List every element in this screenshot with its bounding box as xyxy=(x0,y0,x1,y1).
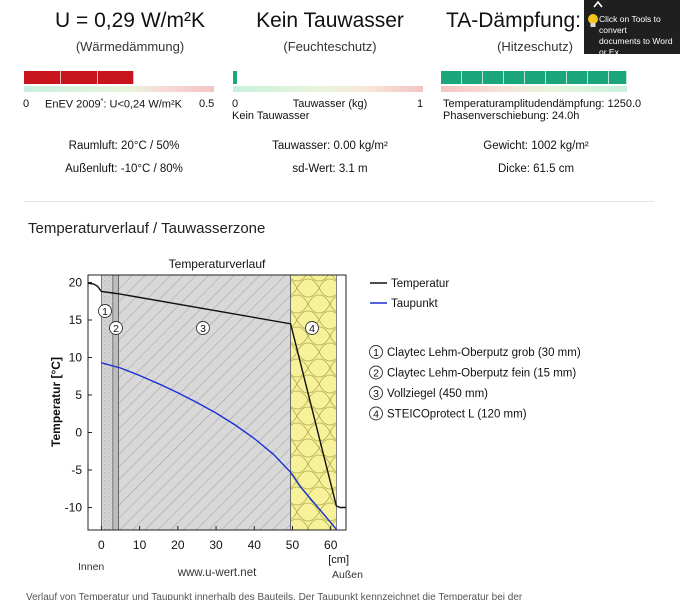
x-tick-label: 60 xyxy=(324,538,338,552)
u-scale-left: 0 xyxy=(23,98,30,110)
layer-3 xyxy=(118,275,291,530)
tauwasser-title: Kein Tauwasser xyxy=(256,9,404,32)
x-tick-label: 50 xyxy=(286,538,300,552)
phase-text: Phasenverschiebung: 24.0h xyxy=(443,110,580,122)
legend-layer-number: 4 xyxy=(373,409,379,421)
raumluft-text: Raumluft: 20°C / 50% xyxy=(68,140,180,152)
legend-layer-name: Claytec Lehm-Oberputz grob (30 mm) xyxy=(387,347,581,359)
legend-layer-marker-3 xyxy=(369,386,383,400)
tauwasser-bar xyxy=(233,71,237,84)
layer-marker-label: 4 xyxy=(309,323,315,335)
y-tick-label: 10 xyxy=(69,351,83,365)
u-scale-right: 0.5 xyxy=(199,98,215,110)
sd-value: sd-Wert: 3.1 m xyxy=(292,163,368,175)
tauwasser-subtitle: (Feuchteschutz) xyxy=(283,39,377,54)
layer-marker-1 xyxy=(98,304,112,318)
tw-scale-left: 0 xyxy=(232,98,239,110)
x-tick-label: 20 xyxy=(171,538,185,552)
tauwasser-scale-gradient xyxy=(233,86,423,92)
legend-label-temperatur: Temperatur xyxy=(391,278,449,290)
tools-tooltip[interactable]: Click on Tools to convert documents to W… xyxy=(584,0,680,54)
legend-layer-number: 2 xyxy=(373,368,379,380)
gewicht-text: Gewicht: 1002 kg/m² xyxy=(483,140,589,152)
x-tick-label: 10 xyxy=(133,538,147,552)
daempfung-subtitle: (Hitzeschutz) xyxy=(497,39,573,54)
y-tick-label: -5 xyxy=(71,463,82,477)
layer-marker-label: 3 xyxy=(200,323,206,335)
u-value-title: U = 0,29 W/m²K xyxy=(55,9,205,32)
layer-marker-label: 1 xyxy=(102,306,108,318)
dicke-text: Dicke: 61.5 cm xyxy=(497,163,575,175)
amplitude-text: Temperaturamplitudendämpfung: 1250.0 xyxy=(443,98,642,110)
u-scale-label: EnEV 2009*: U<0,24 W/m²K xyxy=(45,98,182,111)
divider xyxy=(24,201,654,202)
legend-layer-number: 1 xyxy=(373,347,379,359)
legend-label-taupunkt: Taupunkt xyxy=(391,298,438,310)
u-value-scale-gradient xyxy=(24,86,214,92)
u-value-bar xyxy=(24,71,134,84)
y-tick-label: 0 xyxy=(75,426,82,440)
layer-4 xyxy=(290,275,337,530)
tw-scale-right: 1 xyxy=(417,98,424,110)
legend-layer-number: 3 xyxy=(373,388,379,400)
x-tick-label: 30 xyxy=(209,538,223,552)
y-tick-label: -10 xyxy=(65,501,83,515)
tooltip-line2: documents to Word or Ex xyxy=(599,36,673,54)
x-tick-label: 0 xyxy=(98,538,105,552)
chevron-up-icon[interactable] xyxy=(593,0,603,8)
layer-marker-3 xyxy=(196,321,210,335)
y-tick-label: 5 xyxy=(75,388,82,402)
section-title: Temperaturverlauf / Tauwasserzone xyxy=(28,220,266,237)
layer-marker-label: 2 xyxy=(113,323,119,335)
lightbulb-icon xyxy=(588,14,598,27)
y-tick-label: 20 xyxy=(69,276,83,290)
aussenluft-text: Außenluft: -10°C / 80% xyxy=(65,163,183,175)
x-tick-label: 40 xyxy=(248,538,262,552)
u-value-subtitle: (Wärmedämmung) xyxy=(75,39,185,54)
watermark: www.u-wert.net xyxy=(177,567,257,579)
x-label-right: Außen xyxy=(332,569,363,581)
daempfung-scale-gradient xyxy=(441,86,627,92)
legend-layer-name: Vollziegel (450 mm) xyxy=(387,388,488,400)
footer-text: Verlauf von Temperatur und Taupunkt inne… xyxy=(26,592,523,600)
series-taupunkt-line xyxy=(101,362,337,530)
tw-scale-label: Tauwasser (kg) xyxy=(292,98,368,110)
legend-layer-marker-2 xyxy=(369,365,383,380)
legend-layer-marker-4 xyxy=(369,406,383,421)
chart-title: Temperaturverlauf xyxy=(169,257,266,271)
daempfung-bar xyxy=(441,71,627,84)
tw-status: Kein Tauwasser xyxy=(232,110,310,122)
tauwasser-amount: Tauwasser: 0.00 kg/m² xyxy=(272,140,388,152)
x-axis-unit: [cm] xyxy=(328,554,349,566)
tooltip-line1: Click on Tools to convert xyxy=(599,14,661,35)
layer-marker-4 xyxy=(305,321,319,335)
legend-layer-name: Claytec Lehm-Oberputz fein (15 mm) xyxy=(387,368,576,380)
plot-frame xyxy=(87,274,347,531)
y-axis-label: Temperatur [°C] xyxy=(49,357,63,447)
legend-layer-marker-1 xyxy=(369,345,383,359)
x-label-left: Innen xyxy=(78,561,104,573)
legend-layer-name: STEICOprotect L (120 mm) xyxy=(387,409,527,421)
layer-marker-2 xyxy=(109,321,123,335)
layer-2 xyxy=(112,275,119,530)
series-temperatur-line xyxy=(88,282,346,509)
y-tick-label: 15 xyxy=(69,313,83,327)
